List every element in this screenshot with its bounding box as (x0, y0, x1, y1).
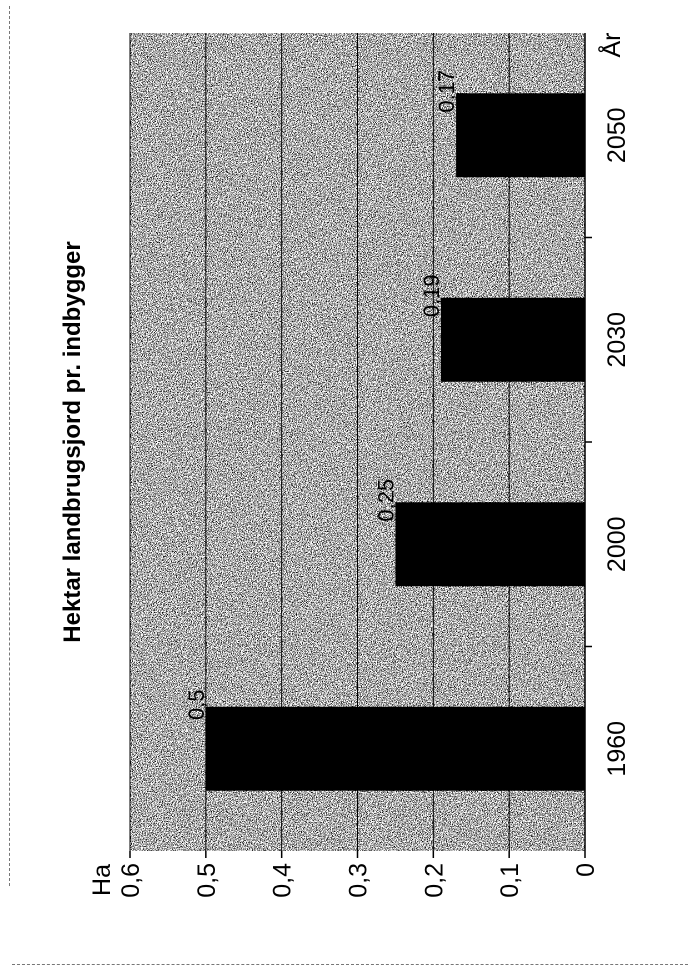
category-label: 2050 (603, 107, 631, 163)
bar (395, 502, 585, 587)
x-axis-label: År (596, 33, 626, 58)
y-axis-label: Ha (88, 864, 116, 896)
bar (456, 93, 585, 178)
chart-title: Hektar landbrugsjord pr. indbygger (59, 241, 86, 642)
value-tick-label: 0,6 (117, 863, 145, 898)
bar (440, 297, 585, 382)
data-label: 0,25 (373, 479, 398, 522)
page-border-bottom (12, 964, 688, 965)
category-label: 1960 (603, 721, 631, 777)
data-label: 0,5 (184, 689, 209, 720)
value-tick-label: 0,3 (345, 863, 373, 898)
data-labels: 0,5 0,25 0,19 0,17 (184, 70, 459, 720)
page-border-left (9, 6, 10, 886)
bars (205, 93, 586, 791)
data-label: 0,17 (434, 70, 459, 113)
bar (205, 706, 586, 791)
data-label: 0,19 (419, 274, 444, 317)
value-axis-ticks: 0 0,1 0,2 0,3 0,4 0,5 0,6 (117, 236, 600, 898)
category-labels: 1960 2000 2030 2050 (603, 107, 631, 776)
value-tick-label: 0,5 (193, 863, 221, 898)
category-label: 2000 (603, 516, 631, 572)
category-label: 2030 (603, 312, 631, 368)
value-tick-label: 0,1 (496, 863, 524, 898)
value-tick-label: 0,2 (420, 863, 448, 898)
value-tick-label: 0,4 (269, 863, 297, 898)
value-tick-label: 0 (572, 863, 600, 877)
